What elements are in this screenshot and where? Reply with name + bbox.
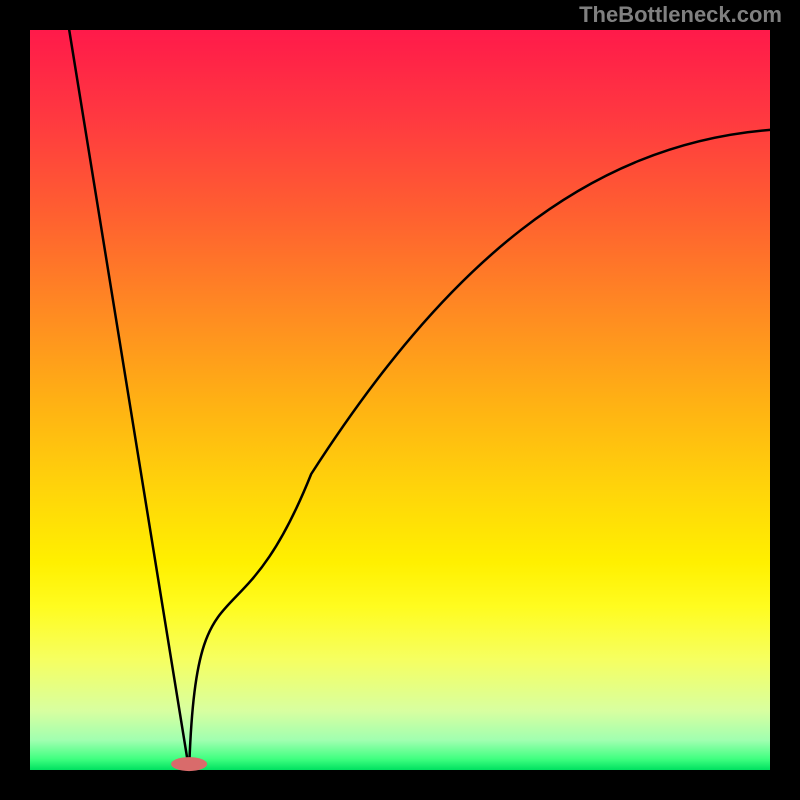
watermark-text: TheBottleneck.com [579,2,782,28]
optimum-marker [171,757,207,771]
chart-container: { "watermark": { "text": "TheBottleneck.… [0,0,800,800]
bottleneck-chart [0,0,800,800]
plot-background [30,30,770,770]
